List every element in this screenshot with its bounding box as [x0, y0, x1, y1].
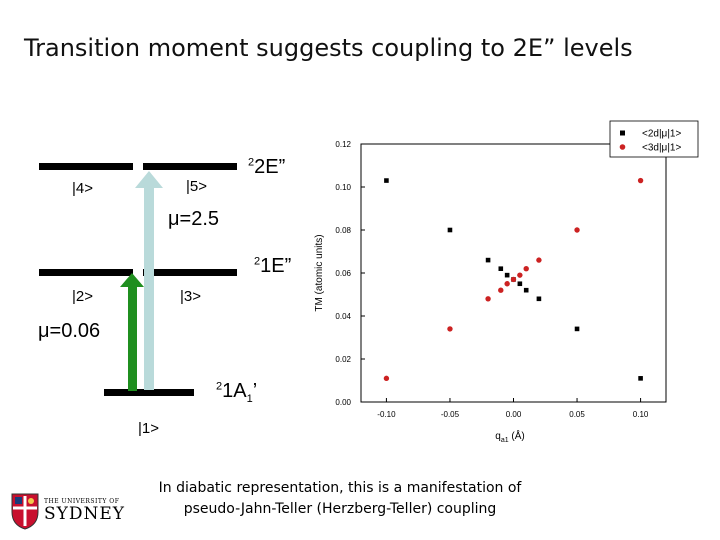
data-point-series-2 — [536, 257, 542, 263]
upper-level-label: 22E” — [248, 156, 286, 178]
logo-line-1: THE UNIVERSITY OF — [44, 498, 120, 505]
data-point-series-1 — [517, 281, 523, 287]
data-point-series-1 — [536, 296, 542, 302]
data-point-series-2 — [517, 272, 523, 278]
level-1 — [104, 389, 194, 396]
y-tick-label: 0.12 — [335, 140, 351, 149]
legend-marker-2 — [619, 144, 626, 150]
footer-line-1: In diabatic representation, this is a ma… — [158, 480, 522, 496]
x-axis-label: qa1 (Å) — [495, 429, 524, 444]
y-tick-label: 0.02 — [335, 355, 351, 364]
data-point-series-1 — [504, 272, 510, 278]
data-point-series-1 — [485, 257, 491, 263]
data-point-series-1 — [523, 287, 529, 293]
legend-marker-1 — [620, 130, 625, 136]
y-tick-label: 0.10 — [335, 183, 351, 192]
level-4 — [39, 163, 133, 170]
up-arrow-to-level-5 — [135, 171, 163, 390]
slide-title: Transition moment suggests coupling to 2… — [24, 34, 633, 62]
footer-line-2: pseudo-Jahn-Teller (Herzberg-Teller) cou… — [183, 501, 497, 517]
x-tick-label: -0.10 — [377, 410, 396, 419]
data-point-series-2 — [637, 177, 644, 184]
data-point-series-1 — [498, 266, 504, 271]
university-logo: THE UNIVERSITY OF SYDNEY — [10, 492, 124, 532]
plot-frame — [360, 143, 667, 403]
green-arrow-to-level-2 — [120, 273, 144, 391]
data-point-series-2 — [504, 281, 510, 287]
y-tick-label: 0.00 — [335, 398, 351, 407]
crest-icon — [11, 493, 39, 530]
level-5 — [143, 163, 237, 170]
data-point-series-2 — [447, 326, 453, 332]
ground-level-label: 21A1’ — [216, 380, 258, 405]
x-tick-label: -0.05 — [441, 410, 460, 419]
mu-upper-label: μ=2.5 — [168, 208, 220, 230]
footer-caption: In diabatic representation, this is a ma… — [120, 478, 560, 520]
state-4-label: |4> — [72, 180, 93, 197]
middle-level-label: 21E” — [254, 255, 292, 277]
data-point-series-2 — [510, 276, 517, 283]
state-1-label: |1> — [138, 420, 159, 437]
data-point-series-1 — [447, 227, 453, 233]
level-3 — [143, 269, 237, 276]
logo-line-2: SYDNEY — [44, 504, 126, 524]
y-tick-label: 0.06 — [335, 269, 351, 278]
mu-lower-label: μ=0.06 — [38, 320, 101, 342]
state-2-label: |2> — [72, 288, 93, 305]
legend-label-1: <2d|μ|1> — [642, 129, 681, 140]
state-3-label: |3> — [180, 288, 201, 305]
state-5-label: |5> — [186, 178, 207, 195]
data-point-series-2 — [498, 287, 504, 293]
data-point-series-1 — [384, 178, 389, 183]
y-axis-label: TM (atomic units) — [314, 234, 325, 311]
data-point-series-2 — [574, 227, 580, 233]
x-tick-label: 0.00 — [506, 410, 522, 419]
data-point-series-1 — [638, 376, 643, 381]
data-point-series-1 — [574, 326, 580, 332]
legend-box — [609, 120, 699, 158]
x-tick-label: 0.05 — [569, 410, 585, 419]
legend-label-2: <3d|μ|1> — [642, 143, 681, 154]
y-tick-label: 0.04 — [335, 312, 351, 321]
level-2 — [39, 269, 133, 276]
data-point-series-2 — [485, 296, 491, 302]
y-tick-label: 0.08 — [335, 226, 351, 235]
x-tick-label: 0.10 — [633, 410, 649, 419]
data-point-series-2 — [383, 375, 390, 382]
data-point-series-2 — [523, 266, 529, 272]
